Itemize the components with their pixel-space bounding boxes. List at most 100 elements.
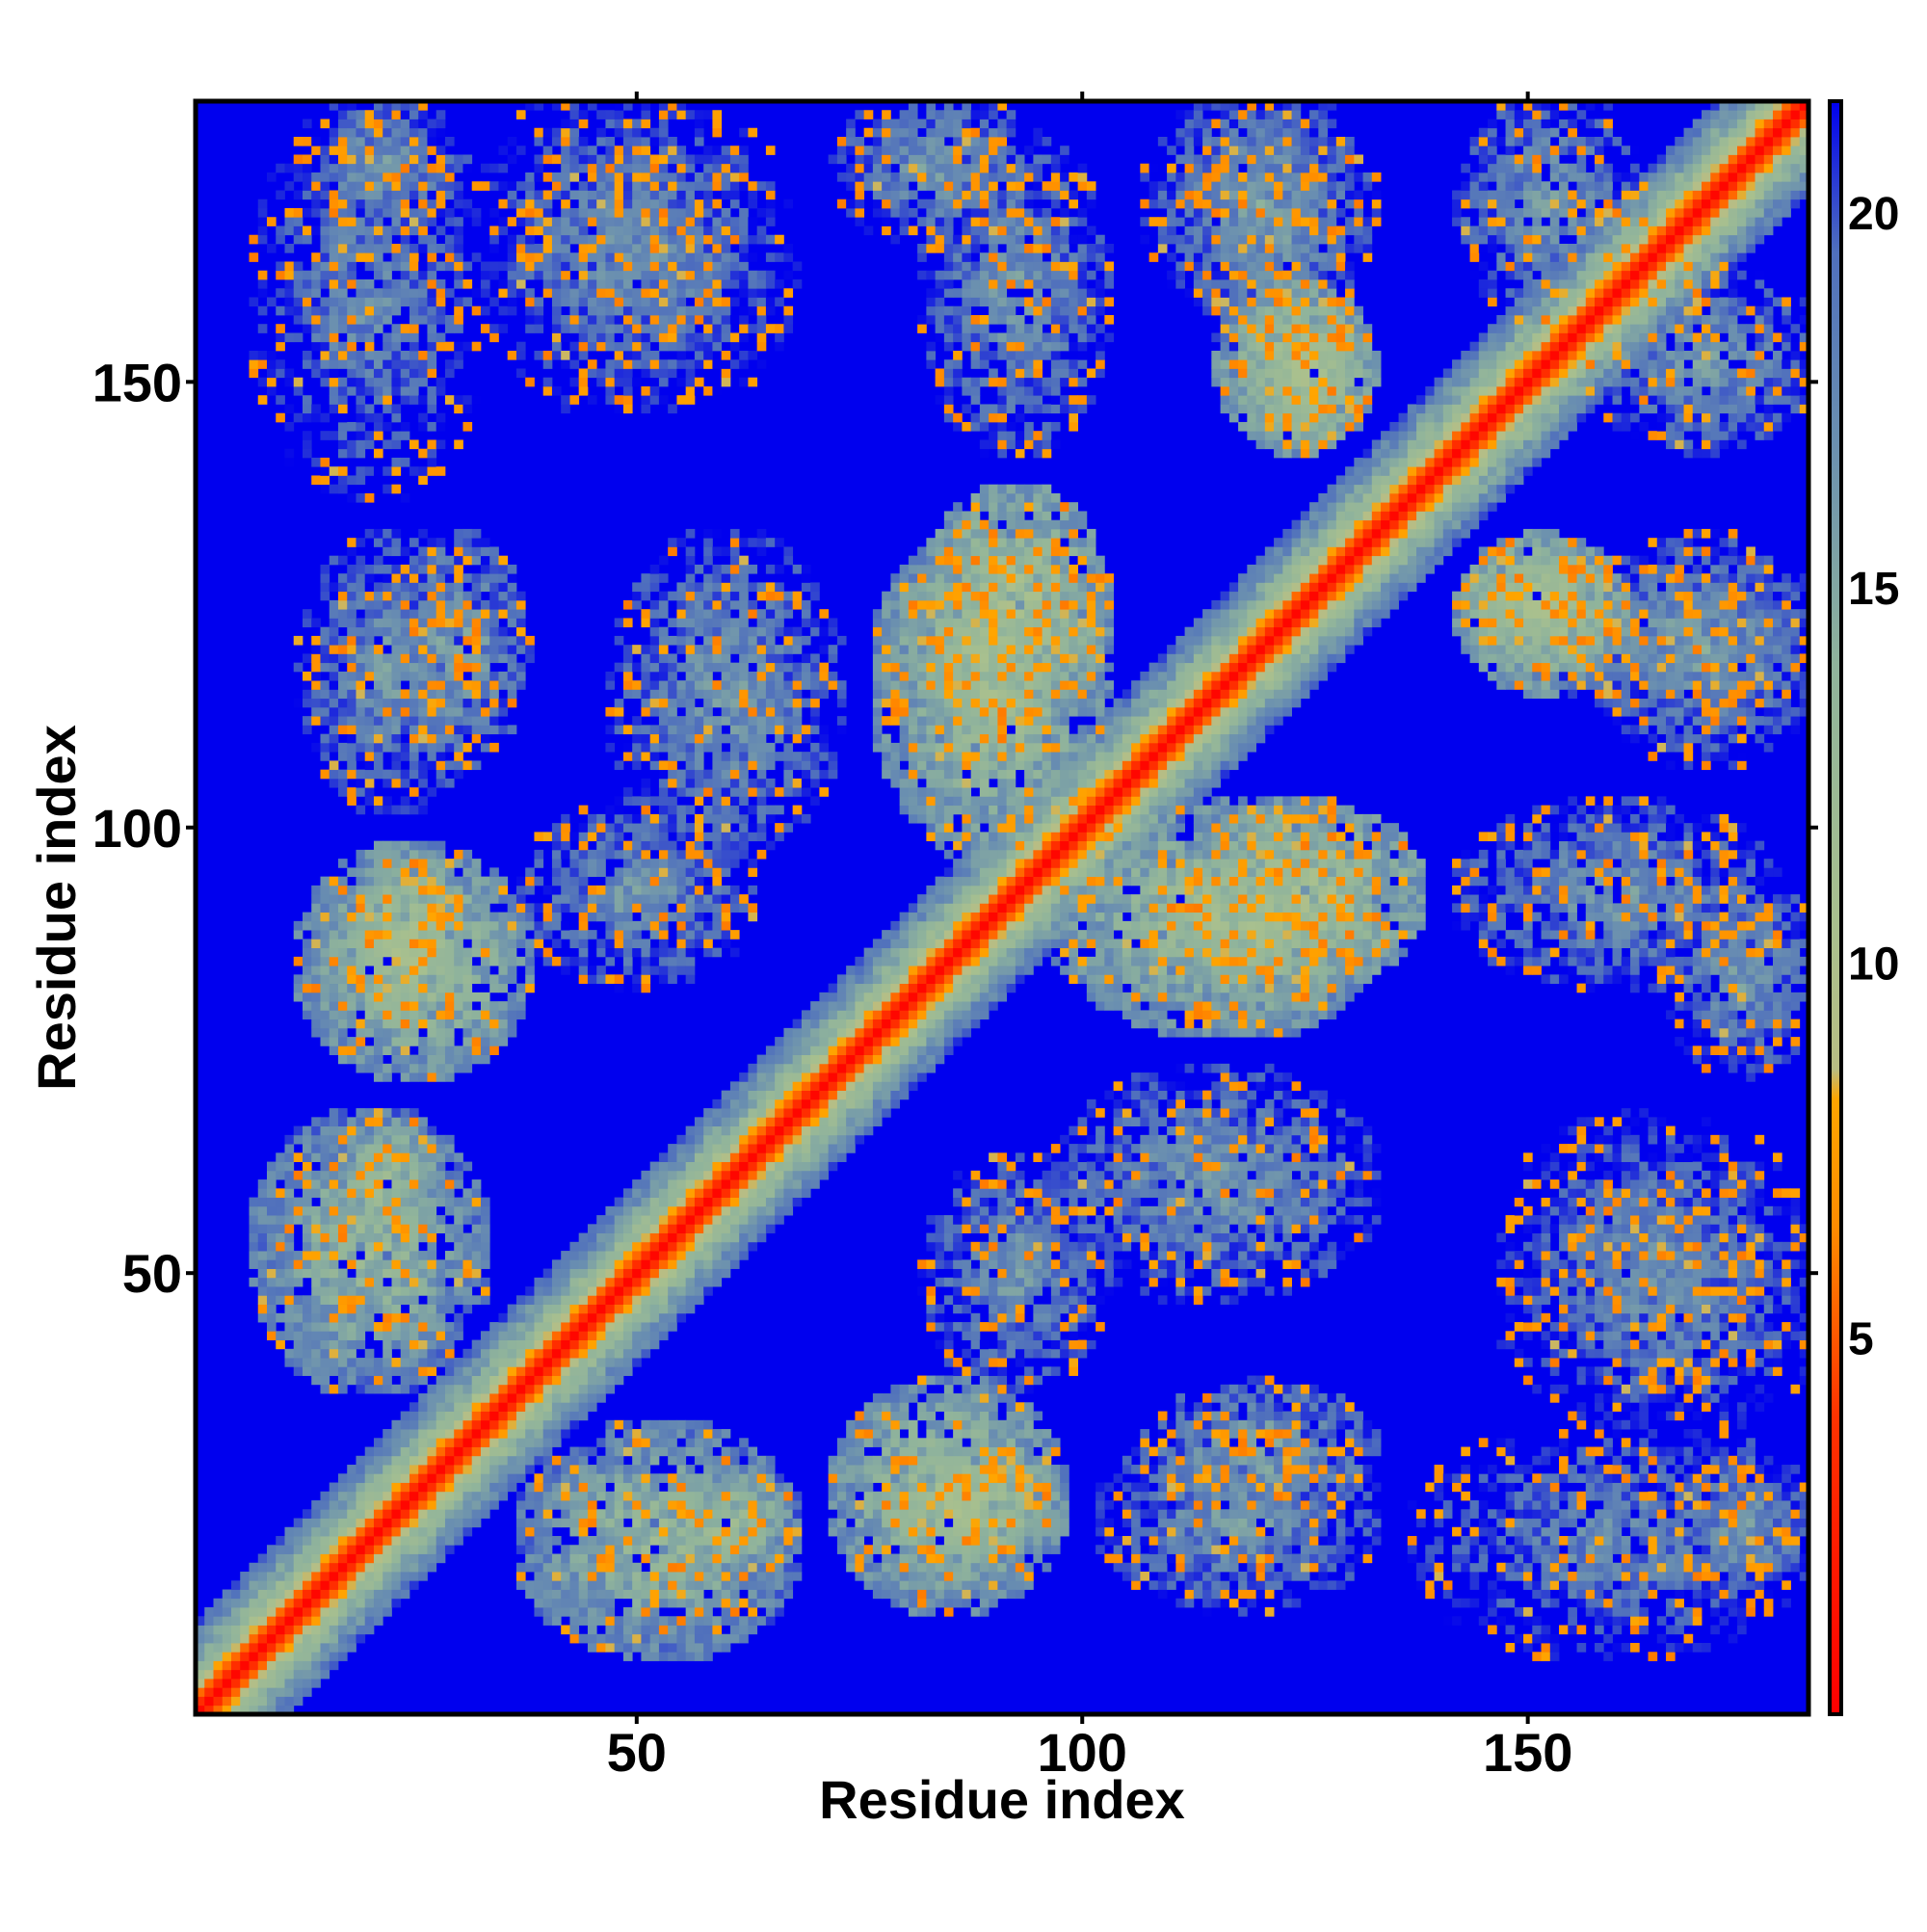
heatmap-cell — [302, 1536, 312, 1546]
heatmap-cell — [622, 1232, 633, 1243]
heatmap-cell — [534, 1419, 544, 1430]
heatmap-cell — [561, 1419, 570, 1430]
heatmap-cell — [337, 261, 348, 272]
heatmap-cell — [542, 1411, 553, 1421]
heatmap-cell — [641, 297, 651, 307]
heatmap-cell — [276, 1152, 285, 1162]
heatmap-cell — [525, 1411, 535, 1421]
heatmap-cell — [302, 966, 312, 975]
heatmap-cell — [462, 1197, 473, 1207]
heatmap-cell — [400, 1545, 410, 1554]
heatmap-cell — [383, 1384, 392, 1394]
heatmap-cell — [632, 136, 642, 146]
heatmap-cell — [249, 1652, 259, 1661]
heatmap-cell — [542, 1419, 553, 1430]
heatmap-cell — [383, 1572, 392, 1581]
heatmap-cell — [561, 1491, 570, 1501]
heatmap-cell — [658, 680, 669, 690]
heatmap-cell — [480, 974, 490, 985]
heatmap-cell — [337, 787, 348, 797]
heatmap-cell — [534, 1446, 544, 1457]
heatmap-cell — [257, 1643, 268, 1653]
heatmap-cell — [329, 725, 339, 735]
heatmap-cell — [391, 1215, 402, 1225]
heatmap-cell — [641, 1616, 651, 1626]
heatmap-cell — [641, 662, 651, 673]
heatmap-cell — [427, 662, 437, 673]
heatmap-cell — [276, 1660, 285, 1671]
heatmap-cell — [391, 840, 402, 851]
heatmap-cell — [427, 1402, 437, 1412]
heatmap-cell — [436, 278, 446, 289]
heatmap-cell — [391, 573, 402, 583]
heatmap-cell — [454, 930, 463, 940]
heatmap-cell — [658, 101, 669, 111]
heatmap-cell — [444, 618, 455, 628]
heatmap-cell — [622, 671, 633, 681]
heatmap-cell — [471, 1045, 482, 1055]
heatmap-cell — [605, 1286, 616, 1296]
heatmap-cell — [311, 288, 321, 298]
heatmap-cell — [685, 1251, 696, 1260]
heatmap-cell — [622, 725, 633, 735]
heatmap-cell — [383, 404, 392, 414]
heatmap-cell — [676, 243, 687, 253]
heatmap-cell — [444, 1331, 455, 1340]
heatmap-cell — [676, 662, 687, 673]
heatmap-cell — [427, 172, 437, 182]
heatmap-cell — [347, 119, 356, 129]
heatmap-cell — [685, 1241, 696, 1252]
heatmap-cell — [578, 225, 589, 236]
heatmap-cell — [364, 1446, 375, 1457]
heatmap-cell — [685, 1509, 696, 1519]
heatmap-cell — [632, 1509, 642, 1519]
heatmap-cell — [668, 716, 677, 726]
heatmap-cell — [444, 1152, 455, 1162]
heatmap-cell — [641, 1331, 651, 1340]
heatmap-cell — [649, 680, 660, 690]
heatmap-cell — [329, 252, 339, 262]
heatmap-cell — [507, 645, 517, 654]
heatmap-cell — [632, 983, 642, 993]
heatmap-cell — [622, 172, 633, 182]
heatmap-cell — [364, 1117, 375, 1126]
heatmap-cell — [284, 1197, 295, 1207]
heatmap-cell — [302, 234, 312, 245]
heatmap-cell — [605, 1419, 616, 1430]
heatmap-cell — [418, 172, 428, 182]
heatmap-cell — [578, 903, 589, 913]
heatmap-cell — [676, 939, 687, 949]
heatmap-cell — [284, 1705, 295, 1715]
heatmap-cell — [632, 903, 642, 913]
heatmap-cell — [622, 146, 633, 155]
heatmap-cell — [276, 1205, 285, 1216]
heatmap-cell — [240, 1705, 250, 1715]
heatmap-cell — [444, 947, 455, 975]
heatmap-cell — [480, 618, 490, 628]
heatmap-cell — [596, 136, 606, 146]
heatmap-cell — [311, 457, 321, 467]
heatmap-cell — [373, 796, 383, 807]
heatmap-cell — [542, 885, 553, 895]
heatmap-cell — [347, 752, 356, 761]
heatmap-cell — [668, 297, 677, 307]
heatmap-cell — [596, 840, 606, 851]
heatmap-cell — [632, 324, 642, 333]
heatmap-cell — [266, 172, 277, 182]
heatmap-cell — [391, 706, 402, 717]
heatmap-cell — [641, 706, 651, 717]
heatmap-cell — [578, 377, 589, 387]
heatmap-cell — [364, 1322, 375, 1332]
heatmap-cell — [364, 1134, 375, 1145]
heatmap-cell — [418, 1063, 428, 1073]
heatmap-cell — [649, 1482, 660, 1493]
heatmap-cell — [222, 1652, 232, 1661]
heatmap-cell — [685, 823, 696, 833]
heatmap-cell — [685, 1491, 696, 1501]
heatmap-cell — [418, 689, 428, 700]
heatmap-cell — [329, 154, 339, 165]
heatmap-cell — [649, 234, 660, 245]
heatmap-cell — [569, 297, 580, 307]
heatmap-cell — [658, 172, 669, 182]
heatmap-cell — [347, 1010, 356, 1020]
